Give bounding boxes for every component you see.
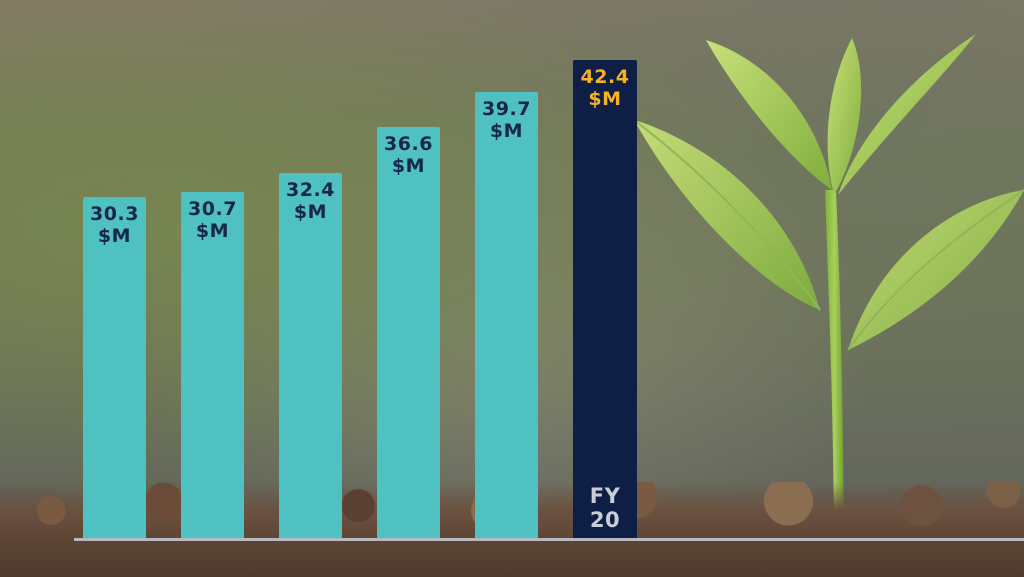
bar-5: 39.7 $M	[475, 92, 538, 538]
bar-value-label: 42.4	[580, 66, 630, 88]
bar-unit-label: $M	[293, 201, 328, 223]
x-axis-baseline	[74, 538, 1024, 541]
bar-value-label: 30.7	[188, 198, 237, 220]
seedling-image	[633, 34, 1024, 520]
bar-unit-label: $M	[588, 88, 622, 110]
bar-unit-label: $M	[195, 220, 230, 242]
bar-1: 30.3 $M	[83, 197, 146, 538]
bar-4: 36.6 $M	[377, 127, 440, 538]
bar-2: 30.7 $M	[181, 192, 244, 538]
bar-unit-label: $M	[391, 155, 426, 177]
bar-value-label: 39.7	[482, 98, 531, 120]
bar-3: 32.4 $M	[279, 173, 342, 538]
bar-unit-label: $M	[97, 225, 132, 247]
bar-value-label: 30.3	[90, 203, 139, 225]
bar-value-label: 32.4	[286, 179, 335, 201]
bar-6-highlight: 42.4 $M FY 20	[573, 60, 637, 538]
category-label: FY 20	[589, 484, 621, 532]
bar-unit-label: $M	[489, 120, 524, 142]
bar-value-label: 36.6	[384, 133, 433, 155]
